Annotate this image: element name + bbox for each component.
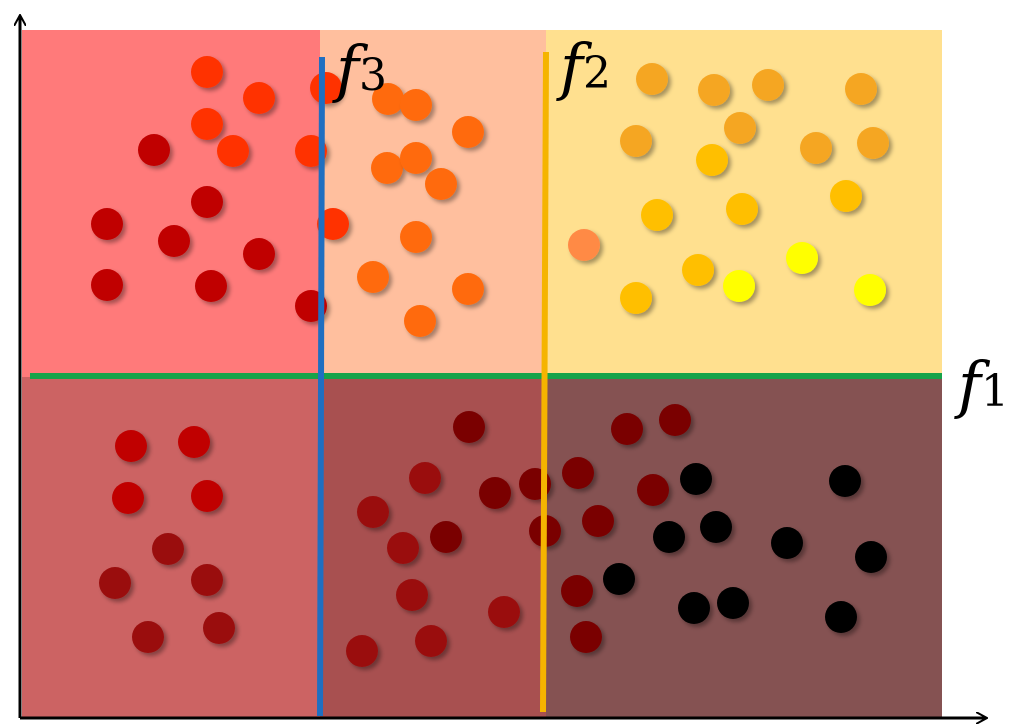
data-point-lightorange: [568, 229, 600, 261]
data-point-gold: [682, 254, 714, 286]
data-point-amber: [620, 125, 652, 157]
data-point-maroon: [488, 596, 520, 628]
data-point-red: [191, 108, 223, 140]
data-point-deepmaroon: [453, 411, 485, 443]
data-point-amber: [636, 63, 668, 95]
data-point-orange: [400, 142, 432, 174]
region-bottom-middle: [320, 377, 546, 718]
data-point-darkred: [91, 208, 123, 240]
data-point-black: [700, 511, 732, 543]
data-point-red: [317, 208, 349, 240]
data-point-red: [310, 72, 342, 104]
data-point-deepmaroon: [659, 404, 691, 436]
data-point-black: [603, 563, 635, 595]
data-point-gold: [641, 199, 673, 231]
data-point-orange: [400, 89, 432, 121]
data-point-darkred: [243, 238, 275, 270]
region-top-left: [22, 30, 320, 377]
data-point-maroon: [99, 567, 131, 599]
data-point-deepmaroon: [611, 413, 643, 445]
data-point-maroon: [132, 621, 164, 653]
data-point-deepmaroon: [582, 505, 614, 537]
data-point-maroon: [409, 462, 441, 494]
data-point-black: [825, 601, 857, 633]
data-point-darkred: [191, 186, 223, 218]
data-point-darkred: [138, 134, 170, 166]
data-point-yellow: [786, 242, 818, 274]
data-point-black: [678, 592, 710, 624]
data-point-gold: [620, 282, 652, 314]
data-point-amber: [857, 127, 889, 159]
data-point-orange: [371, 152, 403, 184]
data-point-maroon: [203, 612, 235, 644]
data-point-deepmaroon: [561, 575, 593, 607]
data-point-maroon: [152, 533, 184, 565]
data-point-orange: [357, 261, 389, 293]
data-point-darkred: [115, 430, 147, 462]
data-point-yellow: [723, 270, 755, 302]
data-point-deepmaroon: [479, 477, 511, 509]
data-point-darkred: [191, 480, 223, 512]
data-points: [91, 56, 889, 667]
data-point-orange: [404, 305, 436, 337]
data-point-red: [217, 135, 249, 167]
data-point-darkred: [158, 225, 190, 257]
data-point-darkred: [195, 270, 227, 302]
data-point-orange: [425, 168, 457, 200]
data-point-deepmaroon: [430, 521, 462, 553]
data-point-darkred: [112, 482, 144, 514]
data-point-darkred: [178, 426, 210, 458]
data-point-amber: [800, 132, 832, 164]
data-point-darkred: [91, 269, 123, 301]
data-point-maroon: [357, 496, 389, 528]
data-point-maroon: [387, 532, 419, 564]
label-f1: f1: [954, 348, 1009, 421]
data-point-black: [855, 541, 887, 573]
data-point-black: [653, 521, 685, 553]
data-point-maroon: [415, 625, 447, 657]
split-line-f3: [317, 56, 325, 717]
data-point-orange: [372, 83, 404, 115]
data-point-orange: [400, 221, 432, 253]
data-point-black: [771, 527, 803, 559]
data-point-gold: [830, 180, 862, 212]
data-point-maroon: [346, 635, 378, 667]
data-point-orange: [452, 273, 484, 305]
data-point-deepmaroon: [570, 621, 602, 653]
data-point-amber: [698, 74, 730, 106]
data-point-maroon: [191, 564, 223, 596]
data-point-gold: [726, 193, 758, 225]
data-point-amber: [724, 112, 756, 144]
data-point-red: [191, 56, 223, 88]
data-point-maroon: [396, 579, 428, 611]
data-point-red: [243, 82, 275, 114]
data-point-amber: [845, 73, 877, 105]
data-point-black: [829, 465, 861, 497]
data-point-orange: [452, 116, 484, 148]
data-point-yellow: [854, 274, 886, 306]
data-point-black: [717, 587, 749, 619]
data-point-amber: [752, 69, 784, 101]
data-point-deepmaroon: [637, 474, 669, 506]
data-point-black: [680, 463, 712, 495]
data-point-gold: [696, 144, 728, 176]
data-point-deepmaroon: [562, 457, 594, 489]
label-f2: f2: [556, 30, 611, 103]
split-line-f2: [540, 51, 549, 713]
